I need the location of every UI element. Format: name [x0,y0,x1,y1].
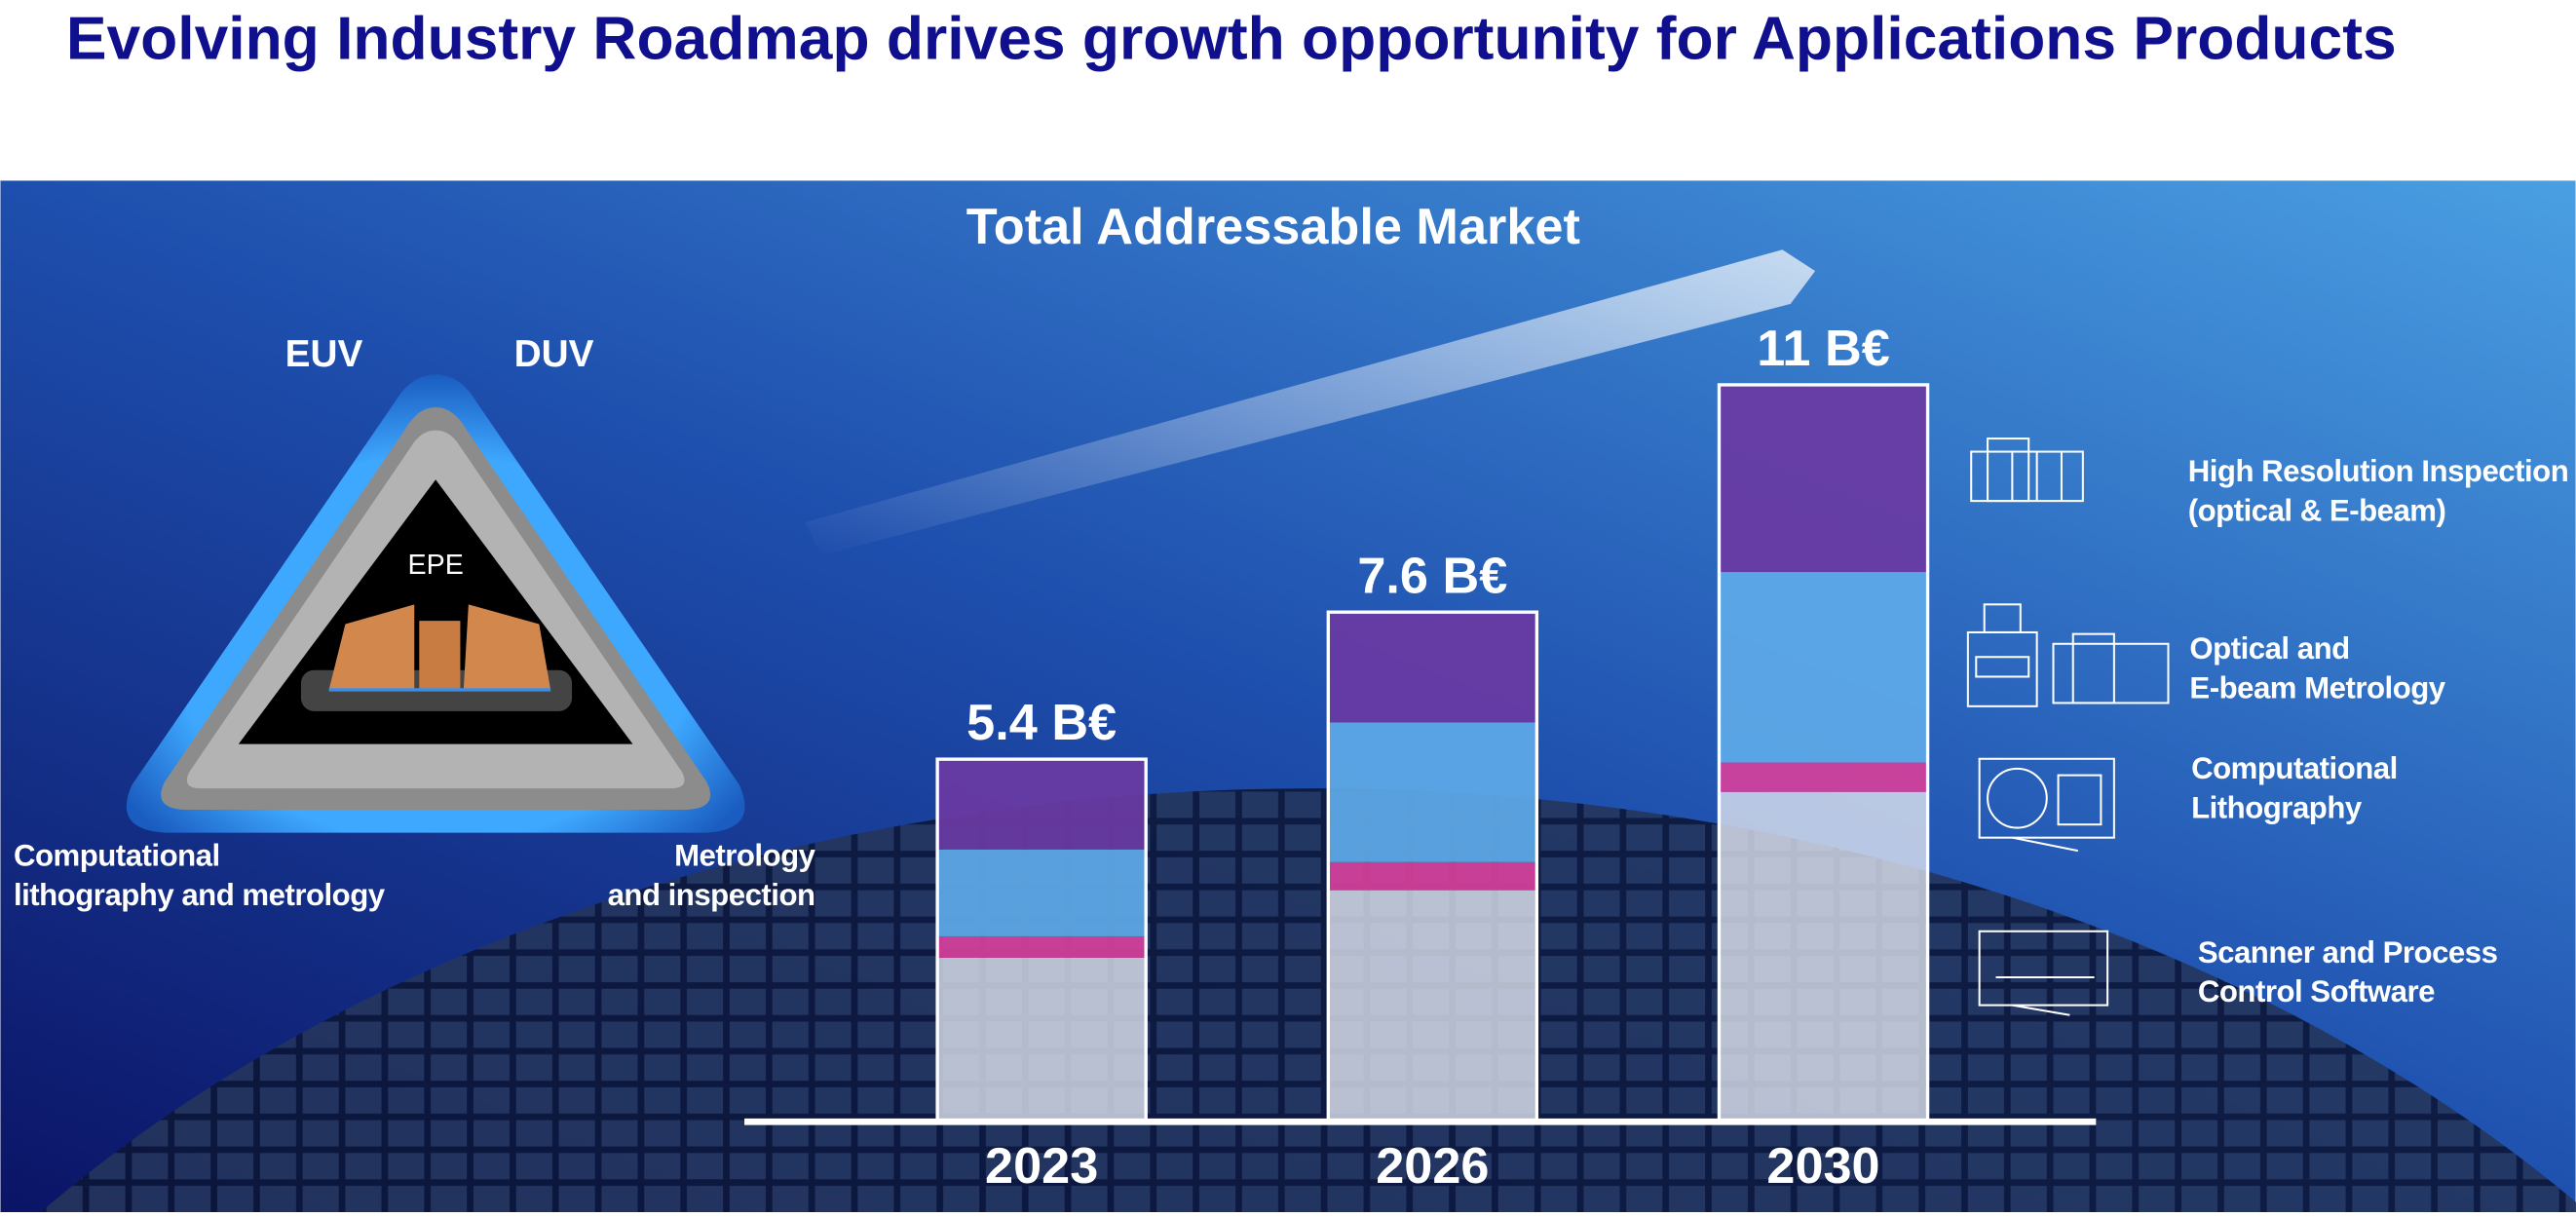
icon-metrology [1966,603,2170,707]
triangle-diagram: EPE [126,374,745,833]
corner-label: Metrology and inspection [607,837,815,912]
legend-item: Computational Lithography [2191,750,2398,825]
x-tick-label: 2030 [1766,1138,1879,1195]
corner-label-box: Metrology and inspection [607,837,815,912]
block [419,621,461,690]
bar-segment [937,957,1147,1121]
bar-segment [1328,612,1537,723]
total-label: 11 B€ [1757,321,1890,377]
header-bg [0,0,2576,181]
legend-item: Optical and E-beam Metrology [2189,630,2445,705]
legend-label: Scanner and Process Control Software [2197,934,2498,1008]
block [328,604,415,690]
bar-segment [937,849,1147,936]
corner-label: EUV [285,333,363,375]
wafer [35,788,2576,1217]
bar-segment [1328,861,1537,891]
chart-subtitle: Total Addressable Market [966,199,1580,255]
corner-label: DUV [514,333,594,375]
legend-icons [1966,437,2170,1016]
icon-computational [1978,757,2115,853]
icon-software [1978,930,2109,1016]
x-tick-label: 2023 [985,1138,1098,1195]
bar-segment [1328,722,1537,862]
slide-title: Evolving Industry Roadmap drives growth … [66,5,2397,72]
bar-segment [1719,572,1928,763]
corner-label: Computational lithography and metrology [13,837,385,912]
total-label: 5.4 B€ [966,695,1117,751]
icon-inspection [1970,437,2084,503]
bar-segment [937,935,1147,958]
bar-segment [1328,890,1537,1121]
bar-segment [1719,762,1928,792]
x-tick-label: 2026 [1376,1138,1489,1195]
center-label: EPE [407,550,463,581]
legend-label: Computational Lithography [2191,750,2398,825]
legend-label: Optical and E-beam Metrology [2189,630,2445,705]
total-label: 7.6 B€ [1357,548,1507,604]
legend-item: Scanner and Process Control Software [2197,934,2498,1008]
bar-segment [1719,384,1928,573]
block [463,604,551,690]
legend-label: High Resolution Inspection (optical & E-… [2187,453,2569,528]
corner-label-box: Computational lithography and metrology [13,837,385,912]
bar-segment [1719,791,1928,1121]
bar-segment [937,759,1147,850]
growth-arrow [805,249,1816,555]
legend-item: High Resolution Inspection (optical & E-… [2187,453,2569,528]
